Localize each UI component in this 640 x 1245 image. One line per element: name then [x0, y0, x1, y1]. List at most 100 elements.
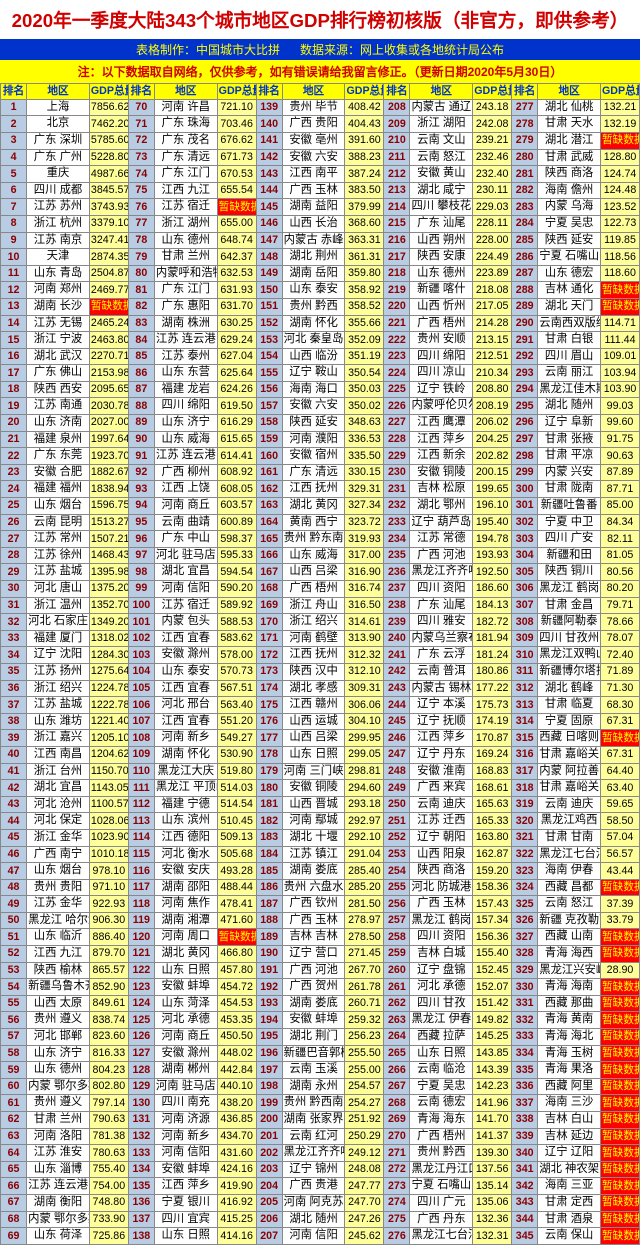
gdp-cell: 1221.40 — [89, 713, 128, 730]
region-cell: 广东 珠海 — [154, 116, 217, 133]
rank-cell: 154 — [256, 348, 282, 365]
gdp-cell: 278.50 — [345, 929, 384, 946]
region-cell: 甘肃 定西 — [538, 1194, 601, 1211]
table-row: 69山东 荷泽725.86138山东 日照414.16207河南 信阳245.6… — [1, 1228, 640, 1245]
rank-cell: 198 — [256, 1078, 282, 1095]
gdp-cell: 676.62 — [217, 132, 256, 149]
rank-cell: 201 — [256, 1128, 282, 1145]
region-cell: 云南 丽江 — [538, 365, 601, 382]
rank-cell: 31 — [1, 597, 27, 614]
region-cell: 河南 商丘 — [154, 498, 217, 515]
region-cell: 四川 广安 — [538, 531, 601, 548]
region-cell: 广西 梧州 — [410, 1128, 473, 1145]
rank-cell: 65 — [1, 1161, 27, 1178]
region-cell: 海南 儋州 — [538, 182, 601, 199]
rank-cell: 37 — [1, 697, 27, 714]
region-cell: 云南 曲靖 — [154, 514, 217, 531]
region-cell: 河北 邢台 — [154, 697, 217, 714]
gdp-cell: 192.50 — [473, 564, 512, 581]
region-cell: 陕西 汉中 — [282, 663, 345, 680]
region-cell: 安徽 六安 — [282, 149, 345, 166]
rank-cell: 234 — [384, 531, 410, 548]
gdp-cell: 1222.78 — [89, 697, 128, 714]
gdp-cell: 224.49 — [473, 249, 512, 266]
region-cell: 河南 商丘 — [154, 1029, 217, 1046]
gdp-cell: 314.61 — [345, 614, 384, 631]
table-row: 50黑龙江 哈尔滨906.30119湖南 湘潭471.60188广西 玉林278… — [1, 912, 640, 929]
rank-cell: 223 — [384, 348, 410, 365]
gdp-cell: 155.40 — [473, 946, 512, 963]
table-row: 13湖南 长沙暂缺数据82广东 惠阳631.70151贵州 黔西358.5222… — [1, 298, 640, 315]
gdp-cell: 210.34 — [473, 365, 512, 382]
rank-cell: 299 — [512, 464, 538, 481]
gdp-cell: 暂缺数据 — [601, 1145, 640, 1162]
region-cell: 河北 防城港 — [410, 879, 473, 896]
gdp-cell: 359.80 — [345, 265, 384, 282]
region-cell: 湖南 衡阳 — [27, 1194, 90, 1211]
gdp-cell: 119.85 — [601, 232, 640, 249]
rank-cell: 276 — [384, 1228, 410, 1245]
region-cell: 浙江 嘉兴 — [27, 730, 90, 747]
region-cell: 云南 德宏 — [410, 1095, 473, 1112]
rank-cell: 334 — [512, 1045, 538, 1062]
rank-cell: 204 — [256, 1178, 282, 1195]
region-cell: 山东 潍坊 — [27, 713, 90, 730]
gdp-cell: 5228.80 — [89, 149, 128, 166]
region-cell: 山东 德州 — [154, 232, 217, 249]
region-cell: 辽宁 葫芦岛 — [410, 514, 473, 531]
table-row: 43河北 沧州1100.57112福建 宁德514.54181山西 晋城293.… — [1, 796, 640, 813]
gdp-cell: 368.60 — [345, 215, 384, 232]
region-cell: 河南 洛阳 — [27, 1128, 90, 1145]
table-row: 9江苏 南京3247.4178山东 德州648.74147内蒙古 赤峰363.3… — [1, 232, 640, 249]
rank-cell: 273 — [384, 1178, 410, 1195]
region-cell: 陕西 商洛 — [410, 863, 473, 880]
gdp-cell: 81.05 — [601, 547, 640, 564]
rank-cell: 191 — [256, 962, 282, 979]
gdp-cell: 247.26 — [345, 1211, 384, 1228]
rank-cell: 54 — [1, 979, 27, 996]
region-cell: 辽宁 本溪 — [410, 697, 473, 714]
region-cell: 福建 福州 — [27, 481, 90, 498]
rank-cell: 277 — [512, 99, 538, 116]
rank-cell: 271 — [384, 1145, 410, 1162]
gdp-cell: 879.70 — [89, 946, 128, 963]
col-header: 排名 — [1, 84, 27, 100]
gdp-cell: 330.15 — [345, 464, 384, 481]
region-cell: 江苏 宿迁 — [154, 199, 217, 216]
gdp-cell: 91.75 — [601, 431, 640, 448]
rank-cell: 231 — [384, 481, 410, 498]
gdp-cell: 162.87 — [473, 846, 512, 863]
rank-cell: 323 — [512, 863, 538, 880]
table-row: 67湖南 衡阳748.80136宁夏 银川416.92205河南 阿克苏247.… — [1, 1194, 640, 1211]
region-cell: 河南 周口 — [154, 929, 217, 946]
rank-cell: 64 — [1, 1145, 27, 1162]
region-cell: 山东 德宏 — [538, 265, 601, 282]
rank-cell: 287 — [512, 265, 538, 282]
rank-cell: 293 — [512, 365, 538, 382]
region-cell: 海南 海口 — [282, 381, 345, 398]
rank-cell: 317 — [512, 763, 538, 780]
rank-cell: 289 — [512, 298, 538, 315]
region-cell: 湖南 益阳 — [282, 199, 345, 216]
table-row: 65山东 淄博755.40134安徽 蚌埠424.16203辽宁 锦州248.0… — [1, 1161, 640, 1178]
table-row: 2北京7462.2071广东 珠海703.46140广西 贵阳404.43209… — [1, 116, 640, 133]
gdp-cell: 暂缺数据 — [601, 1078, 640, 1095]
region-cell: 安徽 滁州 — [154, 1045, 217, 1062]
gdp-cell: 267.70 — [345, 962, 384, 979]
gdp-cell: 118.60 — [601, 265, 640, 282]
gdp-cell: 157.34 — [473, 912, 512, 929]
gdp-cell: 309.31 — [345, 680, 384, 697]
rank-cell: 62 — [1, 1112, 27, 1129]
gdp-cell: 103.94 — [601, 365, 640, 382]
rank-cell: 214 — [384, 199, 410, 216]
region-cell: 西藏 那曲 — [538, 995, 601, 1012]
rank-cell: 318 — [512, 780, 538, 797]
region-cell: 江苏 南通 — [27, 398, 90, 415]
gdp-cell: 71.89 — [601, 663, 640, 680]
table-row: 40江西 南昌1204.62109湖南 怀化530.90178山东 日照299.… — [1, 746, 640, 763]
gdp-cell: 816.33 — [89, 1045, 128, 1062]
gdp-cell: 1010.18 — [89, 846, 128, 863]
rank-cell: 205 — [256, 1194, 282, 1211]
subtitle-right: 数据来源：网上收集或各地统计局公布 — [300, 43, 504, 57]
gdp-cell: 299.95 — [345, 730, 384, 747]
